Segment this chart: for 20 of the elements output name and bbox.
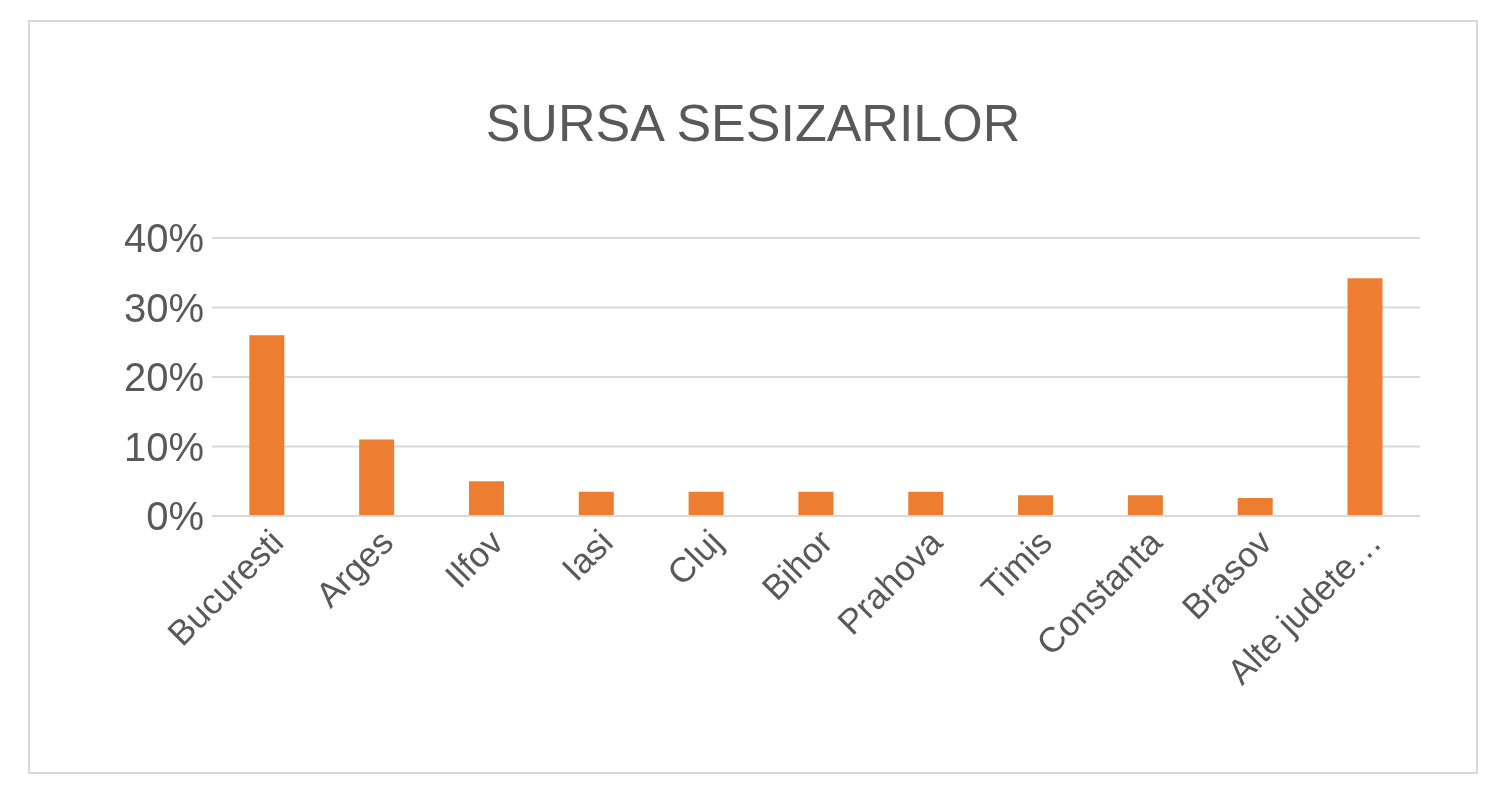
bar	[798, 491, 834, 516]
bar	[1127, 495, 1163, 516]
x-tick-label: Ilfov	[437, 521, 511, 595]
bar	[359, 439, 395, 516]
bar	[1018, 495, 1054, 516]
y-tick-label: 0%	[146, 494, 204, 539]
bar	[688, 491, 724, 516]
bar	[578, 491, 614, 516]
x-tick-label: Cluj	[659, 521, 730, 593]
x-tick-label: Iasi	[553, 521, 620, 589]
bar	[1237, 497, 1273, 516]
y-tick-label: 10%	[123, 424, 204, 469]
bar	[908, 491, 944, 516]
y-tick-label: 40%	[123, 216, 204, 261]
bar	[249, 335, 285, 516]
y-tick-label: 20%	[123, 355, 204, 400]
bar	[468, 481, 504, 516]
bar	[1347, 278, 1383, 516]
chart-title: SURSA SESIZARILOR	[484, 93, 1022, 154]
y-tick-label: 30%	[123, 285, 204, 330]
